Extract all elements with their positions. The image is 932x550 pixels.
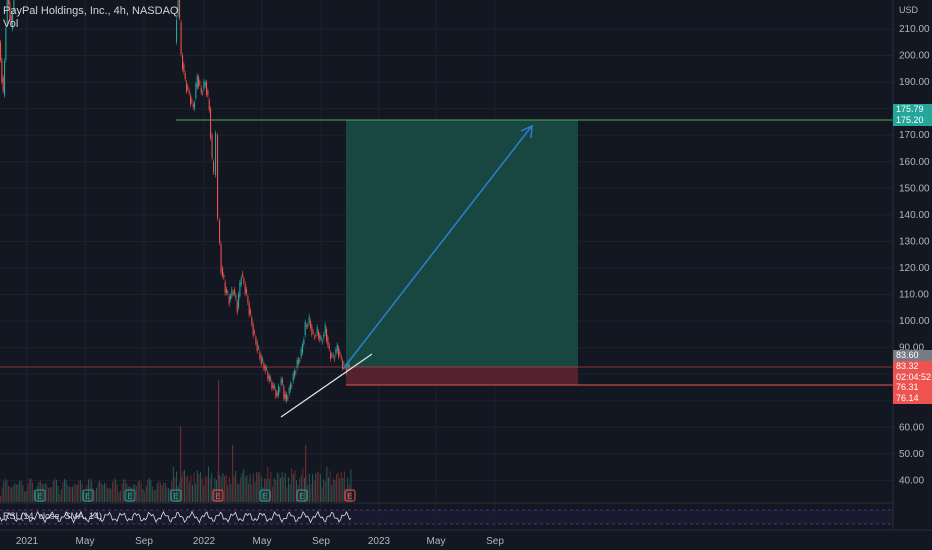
earnings-marker-label: E	[127, 492, 132, 501]
last-price-tag: 83.32	[893, 361, 932, 372]
stop-tag: 76.31	[893, 382, 932, 393]
earnings-marker-label: E	[85, 492, 90, 501]
earnings-marker-label: E	[299, 492, 304, 501]
price-tick-label: 60.00	[899, 422, 924, 433]
time-axis[interactable]: 2021 May Sep 2022 May Sep 2023 May Sep	[16, 536, 504, 547]
rsi-label: RSI (14, close, SMA, 14)	[3, 511, 103, 521]
earnings-marker-label: E	[215, 492, 220, 501]
price-tick-label: 170.00	[899, 130, 930, 141]
position-zones[interactable]	[0, 119, 893, 386]
time-tick-label: Sep	[135, 536, 153, 547]
volume-bars	[0, 380, 352, 502]
earnings-marker[interactable]	[34, 489, 46, 502]
earnings-marker[interactable]	[170, 489, 182, 502]
earnings-marker[interactable]	[296, 489, 308, 502]
price-tick-label: 100.00	[899, 316, 930, 327]
countdown-tag: 02:04:52	[893, 372, 932, 383]
earnings-marker-label: E	[347, 492, 352, 501]
time-tick-label: May	[253, 536, 272, 547]
time-tick-label: 2022	[193, 536, 216, 547]
price-tick-label: 210.00	[899, 24, 930, 35]
price-tick-label: 190.00	[899, 77, 930, 88]
time-tick-label: Sep	[486, 536, 504, 547]
earnings-marker[interactable]	[259, 489, 271, 502]
time-tick-label: May	[427, 536, 446, 547]
earnings-marker[interactable]	[124, 489, 136, 502]
price-tick-label: 120.00	[899, 263, 930, 274]
price-tick-label: 130.00	[899, 236, 930, 247]
stop-low-tag: 76.14	[893, 393, 932, 404]
last-gray-tag: 83.60	[893, 350, 932, 361]
currency-label: USD	[899, 5, 919, 15]
target-high-tag: 175.79	[893, 104, 932, 115]
price-tick-label: 140.00	[899, 210, 930, 221]
symbol-title[interactable]: PayPal Holdings, Inc., 4h, NASDAQ	[3, 5, 179, 17]
target-zone[interactable]	[346, 120, 578, 367]
price-axis[interactable]: 210.00200.00190.00180.00170.00160.00150.…	[899, 24, 930, 486]
price-tick-label: 90.00	[899, 343, 924, 354]
candlesticks	[0, 0, 350, 404]
price-tick-label: 200.00	[899, 51, 930, 62]
price-tick-label: 150.00	[899, 183, 930, 194]
projection-arrow[interactable]	[342, 124, 533, 370]
volume-label: Vol	[3, 18, 19, 30]
time-tick-label: 2023	[368, 536, 391, 547]
rsi-line	[0, 510, 352, 524]
earnings-marker[interactable]	[212, 489, 224, 502]
time-tick-label: Sep	[312, 536, 330, 547]
price-tick-label: 40.00	[899, 475, 924, 486]
price-tick-label: 110.00	[899, 290, 929, 301]
earnings-marker-label: E	[262, 492, 267, 501]
earnings-marker[interactable]	[82, 489, 94, 502]
earnings-marker-label: E	[173, 492, 178, 501]
time-tick-label: May	[76, 536, 95, 547]
earnings-marker-label: E	[37, 492, 42, 501]
rsi-pane	[0, 502, 893, 525]
stop-zone[interactable]	[346, 367, 578, 385]
target-tag: 175.20	[893, 115, 932, 126]
time-tick-label: 2021	[16, 536, 39, 547]
price-tick-label: 50.00	[899, 449, 924, 460]
earnings-marker[interactable]	[344, 489, 356, 502]
price-tick-label: 160.00	[899, 157, 930, 168]
trendline[interactable]	[280, 353, 373, 418]
